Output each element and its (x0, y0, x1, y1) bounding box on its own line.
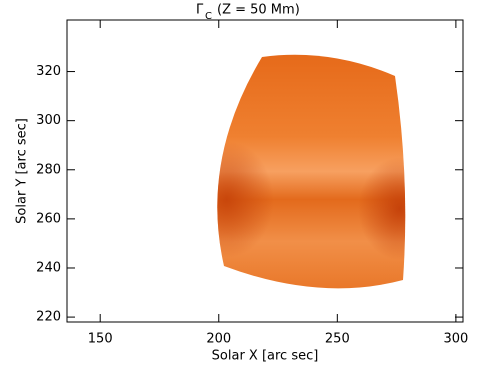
y-tick-label: 260 (36, 211, 61, 226)
title-subscript: C (205, 11, 212, 22)
x-tick-label: 250 (325, 332, 350, 347)
plot-frame (66, 19, 464, 323)
y-tick-label: 280 (36, 162, 61, 177)
y-axis-label: Solar Y [arc sec] (15, 118, 30, 224)
y-tick-label: 320 (36, 64, 61, 79)
x-tick-label: 300 (443, 332, 468, 347)
image-region (217, 54, 406, 289)
y-tick-label: 300 (36, 113, 61, 128)
x-axis-label: Solar X [arc sec] (212, 349, 319, 364)
x-tick-label: 200 (206, 332, 231, 347)
title-rest: (Z = 50 Mm) (217, 3, 300, 18)
y-tick-label: 220 (36, 310, 61, 325)
title-symbol: Γ (196, 3, 204, 18)
x-tick-label: 150 (88, 332, 113, 347)
y-tick-label: 240 (36, 260, 61, 275)
